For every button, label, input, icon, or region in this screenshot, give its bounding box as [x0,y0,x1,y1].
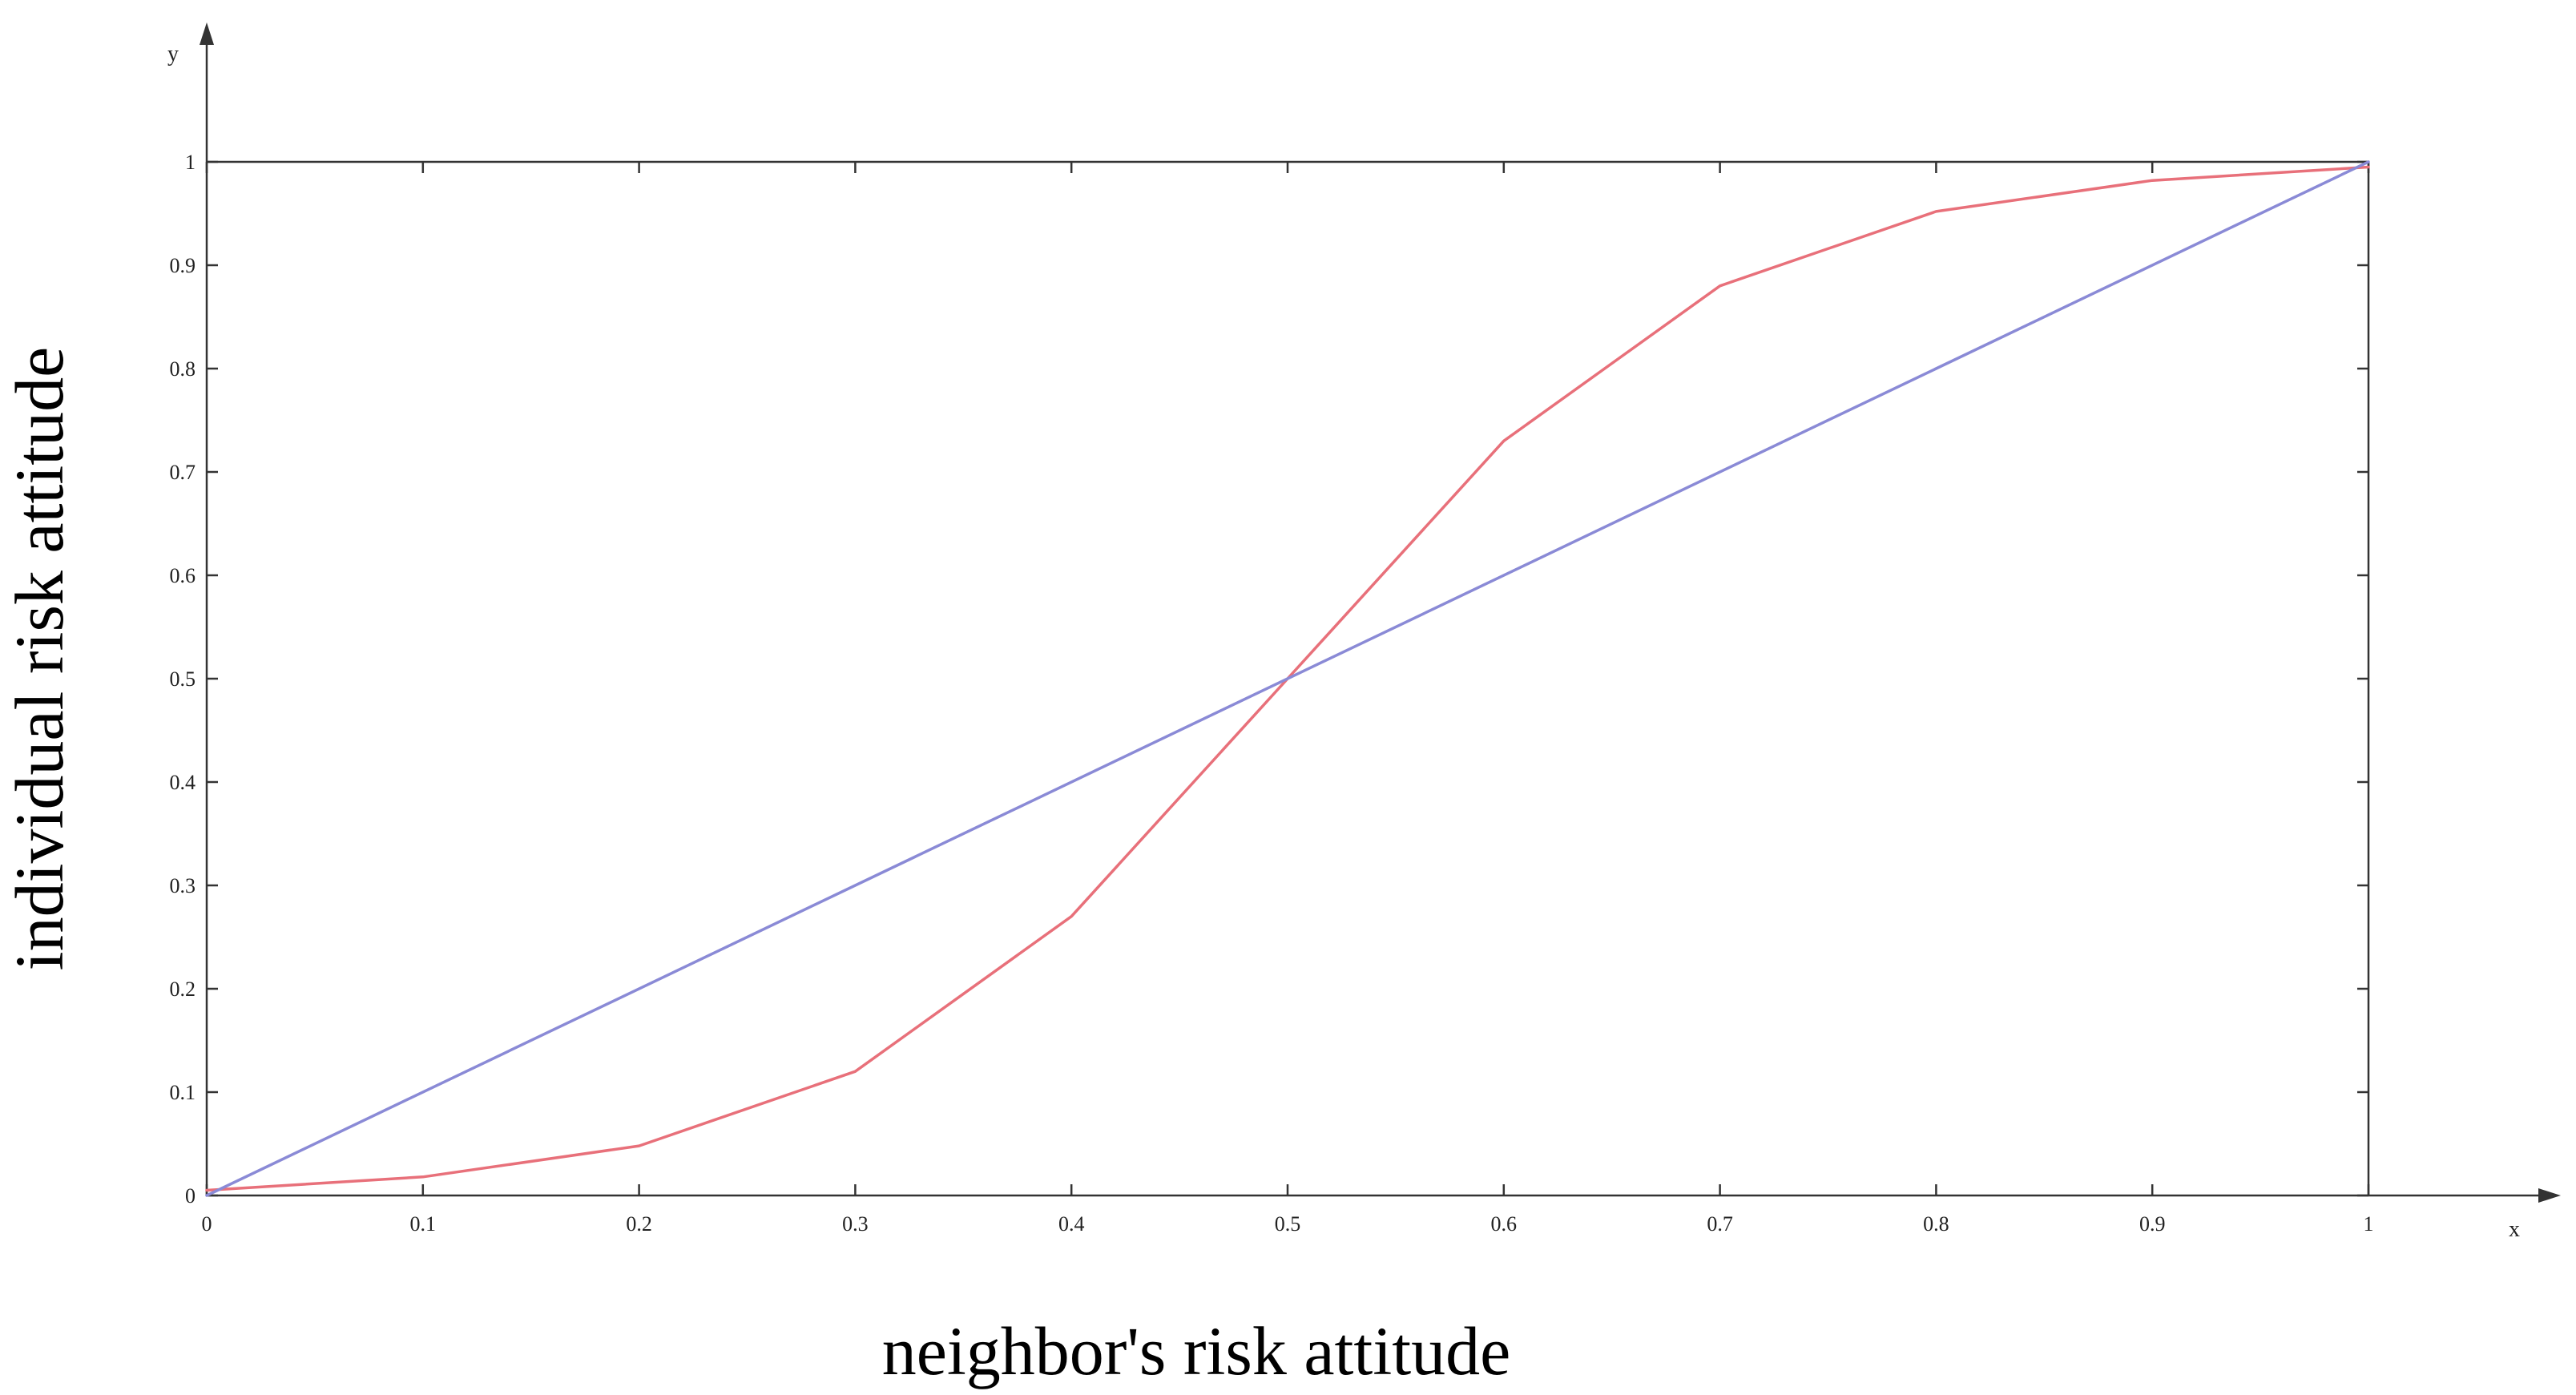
y-tick-label: 0.3 [170,874,196,897]
x-tick-label: 0.5 [1275,1212,1301,1236]
y-tick-label: 0.8 [170,357,196,381]
x-tick-label: 0.6 [1491,1212,1518,1236]
x-tick-label: 0.9 [2139,1212,2166,1236]
y-axis-arrow [200,22,214,45]
x-tick-label: 0.7 [1707,1212,1733,1236]
x-tick-label: 0.8 [1923,1212,1949,1236]
y-tick-label: 0.1 [170,1081,196,1104]
plot-frame [200,22,2561,1203]
x-axis-arrow [2538,1188,2561,1203]
y-ticks: 0 0.1 0.2 0.3 0.4 0.5 0.6 0.7 0.8 0.9 1 [170,151,2368,1208]
x-tick-label: 1 [2364,1212,2374,1236]
blue-diagonal-line [205,160,2370,1197]
x-tick-label: 0.1 [410,1212,437,1236]
x-tick-label: 0.2 [626,1212,652,1236]
x-tick-label: 0 [202,1212,212,1236]
x-axis-label: neighbor's risk attitude [882,1312,1511,1389]
series-group [205,160,2370,1197]
y-tick-label: 0.4 [170,771,196,794]
y-tick-label: 0.6 [170,564,196,587]
x-tick-label: 0.4 [1058,1212,1085,1236]
y-tick-label: 0.7 [170,461,196,484]
x-tick-label: 0.3 [842,1212,869,1236]
y-axis-label: individual risk attitude [1,347,78,971]
x-ticks: 0 0.1 0.2 0.3 0.4 0.5 0.6 0.7 0.8 0.9 1 [202,162,2374,1236]
y-tick-label: 1 [185,151,196,174]
x-axis-letter: x [2509,1217,2520,1242]
y-tick-label: 0.5 [170,667,196,691]
y-tick-label: 0 [185,1184,196,1208]
y-tick-label: 0.9 [170,254,196,277]
y-tick-label: 0.2 [170,978,196,1001]
y-axis-letter: y [167,42,179,67]
